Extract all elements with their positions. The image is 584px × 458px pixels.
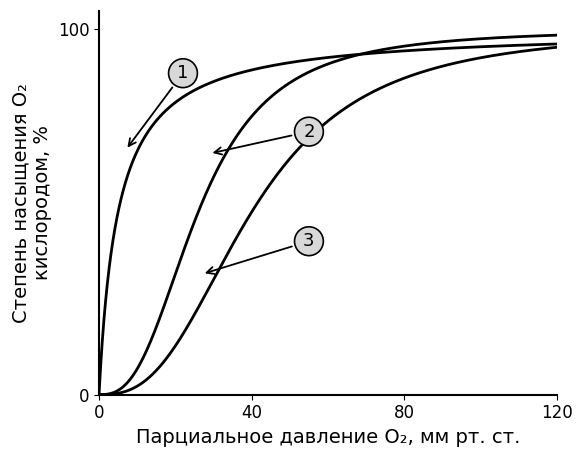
Text: 3: 3: [207, 232, 315, 274]
Text: 2: 2: [214, 123, 315, 154]
Text: 1: 1: [128, 64, 189, 146]
X-axis label: Парциальное давление O₂, мм рт. ст.: Парциальное давление O₂, мм рт. ст.: [136, 428, 520, 447]
Y-axis label: Степень насыщения O₂
кислородом, %: Степень насыщения O₂ кислородом, %: [11, 83, 52, 323]
